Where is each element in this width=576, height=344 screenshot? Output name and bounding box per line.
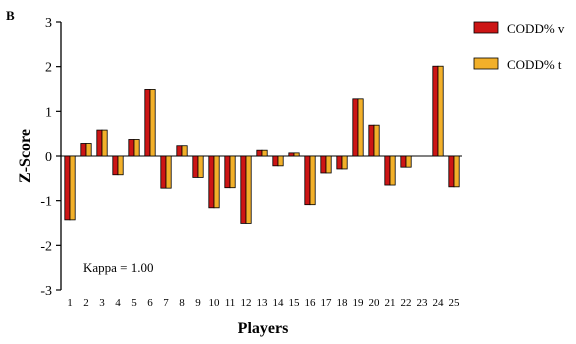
x-tick-label: 11	[225, 297, 236, 309]
x-tick-label: 15	[289, 297, 301, 309]
bar-codd-t	[309, 155, 316, 206]
bar-codd-t	[85, 143, 92, 157]
bar-codd-v	[384, 155, 391, 186]
panel-label: B	[6, 8, 15, 23]
x-tick-label: 20	[369, 297, 381, 309]
bar-codd-v	[336, 155, 343, 170]
bar-codd-t	[373, 124, 380, 157]
y-tick-label: 3	[45, 16, 52, 31]
x-tick-label: 9	[195, 297, 201, 309]
x-tick-label: 23	[417, 297, 429, 309]
bar-codd-v	[400, 155, 407, 168]
bar-codd-v	[64, 155, 71, 221]
bar-codd-t	[277, 155, 284, 167]
y-tick-label: -3	[40, 284, 52, 299]
x-tick-label: 4	[115, 297, 121, 309]
bar-codd-t	[357, 98, 364, 157]
bar-codd-v	[320, 155, 327, 174]
bar-codd-t	[389, 155, 396, 186]
x-tick-label: 3	[99, 297, 105, 309]
bar-codd-t	[437, 65, 444, 157]
legend-swatch-codd-t	[473, 57, 499, 70]
bar-codd-v	[368, 124, 375, 157]
x-tick-label: 18	[337, 297, 349, 309]
bar-codd-t	[325, 155, 332, 174]
x-tick-label: 21	[385, 297, 396, 309]
bar-codd-v	[352, 98, 359, 157]
bar-codd-v	[112, 155, 119, 176]
bar-codd-t	[197, 155, 204, 178]
bar-codd-t	[213, 155, 220, 209]
bar-codd-v	[304, 155, 311, 206]
x-tick-label: 7	[163, 297, 169, 309]
bar-codd-t	[101, 129, 108, 157]
bar-codd-t	[293, 152, 300, 157]
bar-codd-v	[224, 155, 231, 189]
bar-codd-t	[245, 155, 252, 224]
bar-codd-t	[117, 155, 124, 176]
bar-codd-v	[96, 129, 103, 157]
x-tick-label: 2	[83, 297, 89, 309]
bar-codd-t	[149, 89, 156, 157]
bar-codd-t	[181, 145, 188, 157]
bar-codd-v	[272, 155, 279, 167]
bar-codd-v	[208, 155, 215, 209]
bar-codd-v	[144, 89, 151, 157]
bar-codd-t	[229, 155, 236, 189]
bar-codd-v	[160, 155, 167, 189]
x-tick-label: 14	[273, 297, 285, 309]
x-tick-label: 22	[401, 297, 412, 309]
x-tick-label: 1	[67, 297, 73, 309]
bar-codd-t	[341, 155, 348, 170]
legend-swatch-codd-v	[473, 21, 499, 34]
x-axis-title: Players	[238, 320, 289, 337]
bar-codd-v	[128, 139, 135, 157]
x-tick-label: 24	[433, 297, 445, 309]
x-tick-label: 16	[305, 297, 317, 309]
y-axis-title: Z-Score	[17, 129, 34, 183]
legend-label-codd-v: CODD% v	[507, 21, 565, 36]
bar-codd-v	[176, 145, 183, 157]
y-tick-label: 0	[45, 150, 52, 165]
bar-codd-v	[288, 152, 295, 157]
x-tick-label: 8	[179, 297, 185, 309]
y-tick-label: 2	[45, 61, 52, 76]
bar-codd-t	[405, 155, 412, 168]
y-tick-label: 1	[45, 105, 52, 120]
x-tick-label: 19	[353, 297, 365, 309]
y-tick-label: -1	[40, 195, 52, 210]
bar-codd-v	[256, 149, 263, 157]
x-tick-label: 17	[321, 297, 333, 309]
x-tick-label: 25	[449, 297, 461, 309]
x-tick-label: 5	[131, 297, 137, 309]
x-tick-label: 13	[257, 297, 269, 309]
bar-codd-t	[69, 155, 76, 221]
bar-codd-t	[165, 155, 172, 189]
bar-codd-v	[448, 155, 455, 188]
bar-codd-v	[240, 155, 247, 224]
legend: CODD% v CODD% t	[473, 21, 565, 72]
legend-label-codd-t: CODD% t	[507, 57, 562, 72]
x-tick-label: 10	[209, 297, 221, 309]
x-tick-label: 6	[147, 297, 153, 309]
y-tick-label: -2	[40, 239, 52, 254]
bar-codd-t	[133, 139, 140, 157]
x-tick-label: 12	[241, 297, 252, 309]
bar-codd-v	[192, 155, 199, 178]
bar-codd-t	[261, 149, 268, 157]
kappa-annotation: Kappa = 1.00	[83, 260, 154, 275]
bar-codd-v	[432, 65, 439, 157]
bar-codd-t	[453, 155, 460, 188]
bar-codd-v	[80, 143, 87, 157]
